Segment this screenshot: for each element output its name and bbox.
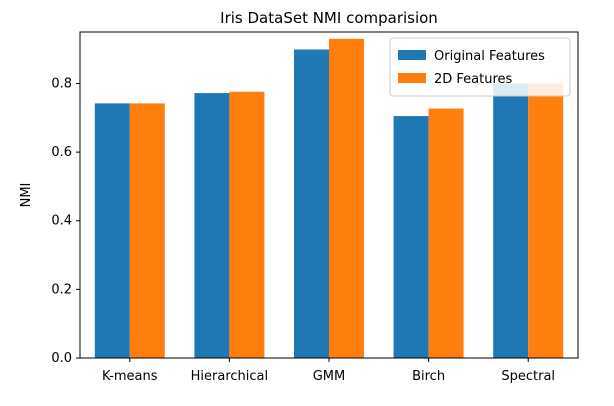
bar (493, 83, 529, 358)
bar (229, 91, 265, 358)
bar (194, 93, 230, 359)
bar (393, 116, 429, 358)
bar (428, 108, 464, 359)
y-tick-label: 0.0 (51, 351, 72, 366)
x-tick-label: Birch (412, 369, 445, 384)
x-tick-label: K-means (102, 369, 158, 384)
y-tick-label: 0.4 (51, 214, 72, 229)
axes-layer: 0.0 0.2 0.4 0.6 0.8 K-means Hierarchical GMM Bir… (51, 31, 579, 384)
y-tick-label: 0.2 (51, 282, 72, 297)
bar (94, 103, 130, 359)
y-tick-label: 0.8 (51, 76, 72, 91)
legend: Original Features 2D Features (389, 37, 571, 97)
bar (294, 49, 329, 359)
legend-swatch (398, 73, 426, 83)
bar (528, 83, 564, 358)
y-tick-label: 0.6 (51, 145, 72, 160)
bars-layer (94, 38, 564, 359)
x-tick-label: Hierarchical (191, 369, 268, 384)
y-axis-label: NMI (19, 183, 34, 208)
bar (329, 38, 364, 358)
x-tick-label: GMM (313, 369, 346, 384)
x-tick-label: Spectral (501, 369, 555, 384)
legend-box (389, 37, 571, 97)
legend-swatch (398, 50, 426, 60)
legend-label: Original Features (434, 49, 545, 64)
chart-title: Iris DataSet NMI comparision (220, 9, 438, 27)
bar (129, 103, 165, 359)
legend-label: 2D Features (434, 72, 513, 87)
